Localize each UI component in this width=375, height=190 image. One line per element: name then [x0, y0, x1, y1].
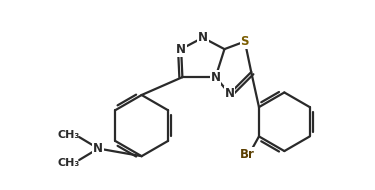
Text: N: N	[176, 43, 186, 56]
Text: N: N	[210, 71, 220, 84]
Text: N: N	[93, 142, 103, 155]
Text: N: N	[225, 87, 234, 100]
Text: CH₃: CH₃	[58, 130, 80, 139]
Text: CH₃: CH₃	[58, 158, 80, 168]
Text: N: N	[198, 31, 208, 44]
Text: Br: Br	[240, 148, 255, 161]
Text: S: S	[241, 35, 249, 48]
